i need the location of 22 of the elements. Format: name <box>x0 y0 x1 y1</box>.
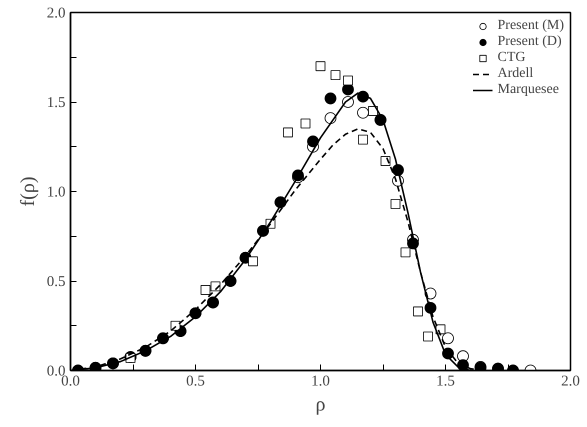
point <box>357 106 369 119</box>
point <box>316 61 326 72</box>
point <box>442 332 454 344</box>
y-tick-label: 2.0 <box>46 6 66 22</box>
legend-label: Present (D) <box>498 34 562 50</box>
y-tick-label: 1.5 <box>46 95 66 111</box>
point <box>307 135 319 148</box>
x-tick-label: 1.0 <box>311 374 330 390</box>
point <box>342 84 354 96</box>
y-axis-title: f(ρ) <box>16 176 39 206</box>
x-tick-label: 1.5 <box>436 374 455 390</box>
y-tick-label: 0.5 <box>46 274 66 290</box>
point <box>248 256 258 266</box>
legend-label: Present (M) <box>498 18 564 34</box>
x-tick-label: 0.5 <box>186 374 205 390</box>
legend-label: Ardell <box>498 66 534 82</box>
legend-label: CTG <box>498 50 526 66</box>
legend-label: Marquesee <box>498 82 559 98</box>
x-axis-title: ρ <box>316 394 326 416</box>
x-tick-label: 2.0 <box>561 374 580 390</box>
point <box>324 92 336 104</box>
y-tick-label: 1.0 <box>46 184 66 200</box>
